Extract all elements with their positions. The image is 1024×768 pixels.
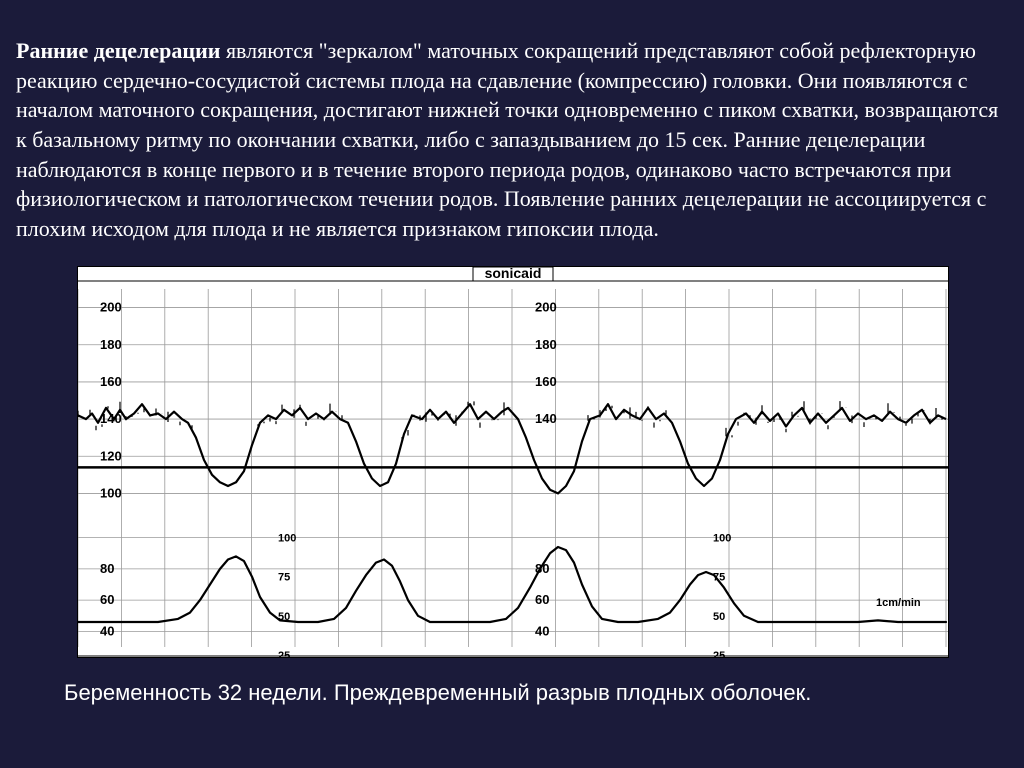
svg-text:25: 25 — [278, 650, 290, 658]
svg-text:75: 75 — [278, 572, 290, 584]
svg-text:180: 180 — [100, 337, 122, 352]
svg-text:180: 180 — [535, 337, 557, 352]
svg-text:25: 25 — [713, 650, 725, 658]
svg-text:80: 80 — [100, 561, 114, 576]
svg-text:60: 60 — [100, 592, 114, 607]
lead-bold: Ранние децелерации — [16, 38, 226, 63]
svg-text:160: 160 — [100, 374, 122, 389]
svg-text:200: 200 — [535, 299, 557, 314]
ctg-chart-container: sonicaid20018016014012010020018016014080… — [77, 266, 947, 658]
svg-text:100: 100 — [100, 485, 122, 500]
svg-text:sonicaid: sonicaid — [485, 266, 542, 281]
svg-text:100: 100 — [278, 532, 296, 544]
svg-text:100: 100 — [713, 532, 731, 544]
description-paragraph: Ранние децелерации являются "зеркалом" м… — [16, 36, 1008, 244]
svg-text:40: 40 — [535, 623, 549, 638]
para-body: являются "зеркалом" маточных сокращений … — [16, 38, 998, 241]
ctg-chart: sonicaid20018016014012010020018016014080… — [77, 266, 949, 658]
svg-text:50: 50 — [713, 611, 725, 623]
svg-text:60: 60 — [535, 592, 549, 607]
svg-text:40: 40 — [100, 623, 114, 638]
svg-text:1cm/min: 1cm/min — [876, 597, 921, 609]
svg-text:160: 160 — [535, 374, 557, 389]
svg-text:140: 140 — [535, 411, 557, 426]
svg-text:120: 120 — [100, 448, 122, 463]
caption: Беременность 32 недели. Преждевременный … — [64, 680, 1008, 706]
svg-text:200: 200 — [100, 299, 122, 314]
